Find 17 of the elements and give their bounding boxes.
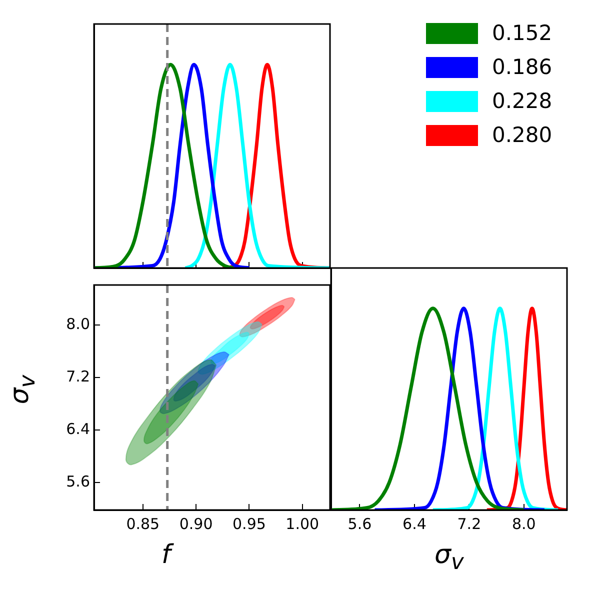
x-tick-label: 0.90	[179, 514, 213, 533]
x-tick-label: 7.2	[457, 514, 482, 533]
x-tick-label: 0.85	[126, 514, 160, 533]
x-tick-label: 5.6	[348, 514, 372, 533]
x-tick-label: 6.4	[402, 514, 426, 533]
x-tick-label: 1.00	[286, 514, 320, 533]
y-tick-label: 7.2	[66, 367, 90, 386]
x-tick-label: 0.95	[232, 514, 266, 533]
legend-label: 0.280	[492, 123, 552, 147]
x-tick-label: 8.0	[512, 514, 536, 533]
legend-label: 0.228	[492, 89, 552, 113]
legend-label: 0.186	[492, 55, 552, 79]
y-tick-label: 6.4	[66, 420, 90, 438]
legend-label: 0.152	[492, 21, 552, 45]
y-tick-label: 5.6	[66, 472, 90, 490]
x-axis-title: σ$_{v}$	[434, 540, 464, 576]
y-tick-label: 8.0	[66, 314, 90, 333]
